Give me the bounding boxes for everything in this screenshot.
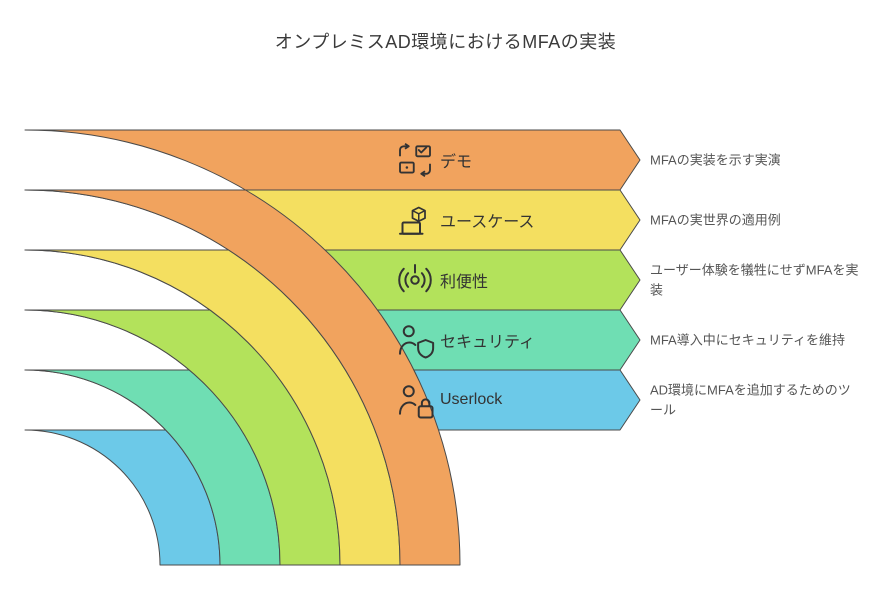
band-label-1: セキュリティ [440, 328, 535, 352]
band-label-2: 利便性 [440, 268, 488, 292]
band-label-3: ユースケース [440, 208, 534, 232]
rainbow-diagram [0, 0, 891, 602]
screens-cycle-icon [395, 140, 435, 180]
band-label-4: デモ [440, 148, 472, 172]
band-desc-4: MFAの実装を示す実演 [650, 150, 860, 170]
user-shield-icon [395, 320, 435, 360]
band-desc-0: AD環境にMFAを追加するためのツール [650, 381, 860, 420]
broadcast-icon [395, 260, 435, 300]
band-label-0: Userlock [440, 391, 502, 409]
band-desc-1: MFA導入中にセキュリティを維持 [650, 330, 860, 350]
diagram-canvas: オンプレミスAD環境におけるMFAの実装 UserlockAD環境にMFAを追加… [0, 0, 891, 602]
band-desc-3: MFAの実世界の適用例 [650, 210, 860, 230]
user-lock-icon [395, 380, 435, 420]
band-desc-2: ユーザー体験を犠牲にせずMFAを実装 [650, 261, 860, 300]
box-laptop-icon [395, 200, 435, 240]
